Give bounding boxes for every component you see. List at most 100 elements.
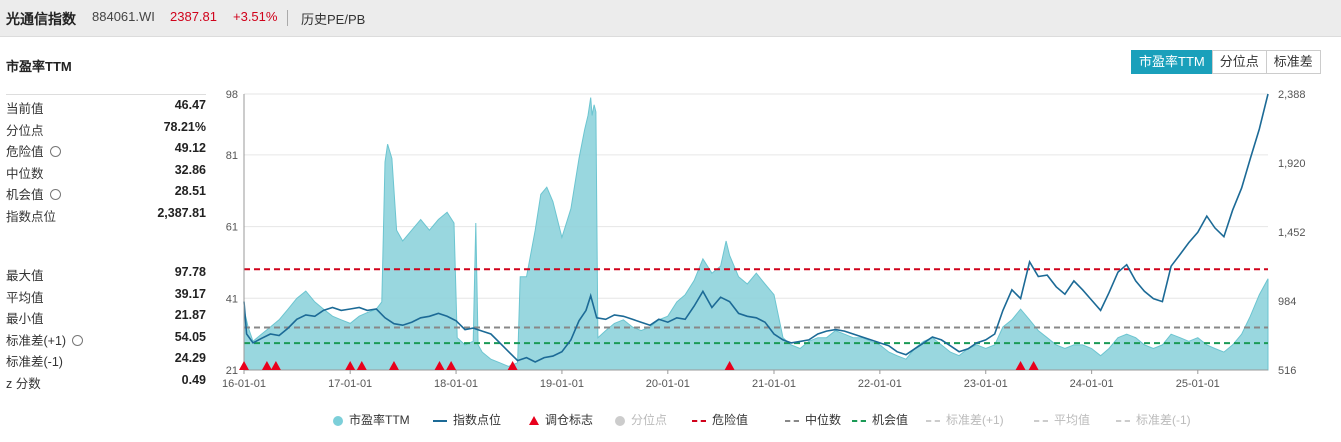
legend-dash-symbol xyxy=(852,419,866,422)
stat-row-min: 最小值 21.87 xyxy=(6,305,206,327)
stat-row-std-plus: 标准差(+1) 54.05 xyxy=(6,327,206,349)
rebalance-marker xyxy=(261,361,272,370)
stat-label: 当前值 xyxy=(6,102,44,116)
y-left-tick-label: 21 xyxy=(226,365,238,377)
legend-item[interactable]: 标准差(+1) xyxy=(926,411,1004,428)
rebalance-marker xyxy=(270,361,281,370)
stat-row-max: 最大值 97.78 xyxy=(6,262,206,284)
rebalance-marker xyxy=(446,361,457,370)
y-right-tick-label: 516 xyxy=(1278,365,1296,377)
legend-item[interactable]: 市盈率TTM xyxy=(333,411,410,428)
legend-item[interactable]: 指数点位 xyxy=(433,411,501,428)
stat-row-index-level: 指数点位 2,387.81 xyxy=(6,203,206,225)
legend-item[interactable]: 机会值 xyxy=(852,411,908,428)
x-tick-label: 16-01-01 xyxy=(222,378,266,390)
history-pe-pb-link[interactable]: 历史PE/PB xyxy=(301,12,366,27)
legend-item[interactable]: 标准差(-1) xyxy=(1116,411,1191,428)
gear-icon[interactable] xyxy=(49,189,61,200)
legend-label: 平均值 xyxy=(1054,413,1091,427)
stat-label: 平均值 xyxy=(6,290,44,305)
legend-dot-symbol xyxy=(615,415,625,426)
stat-value: 39.17 xyxy=(174,286,206,301)
legend-item[interactable]: 分位点 xyxy=(615,411,667,428)
stat-row-median: 中位数 32.86 xyxy=(6,160,206,182)
legend-label: 危险值 xyxy=(712,413,749,427)
stat-value: 78.21% xyxy=(163,119,206,134)
y-right-tick-label: 2,388 xyxy=(1278,89,1306,101)
stat-value: 21.87 xyxy=(174,308,206,322)
y-right-tick-label: 1,452 xyxy=(1278,227,1306,239)
rebalance-marker xyxy=(1028,361,1039,370)
legend-label: 机会值 xyxy=(872,413,909,427)
stat-row-mean: 平均值 39.17 xyxy=(6,284,206,306)
metric-tabs: 市盈率TTM 分位点 标准差 xyxy=(1131,50,1321,74)
index-change: +3.51% xyxy=(233,9,278,24)
legend-dash-symbol xyxy=(785,419,799,422)
stat-label: 指数点位 xyxy=(6,209,57,224)
tab-std-dev[interactable]: 标准差 xyxy=(1265,50,1321,74)
legend-item[interactable]: 调仓标志 xyxy=(529,411,593,428)
legend-label: 市盈率TTM xyxy=(349,413,410,427)
header-divider xyxy=(287,10,288,26)
rebalance-marker xyxy=(239,361,249,370)
y-right-tick-label: 984 xyxy=(1278,296,1296,308)
legend-label: 标准差(+1) xyxy=(946,413,1004,427)
stat-row-danger: 危险值 49.12 xyxy=(6,138,206,160)
y-right-tick-label: 1,920 xyxy=(1278,158,1306,170)
stat-label: 分位点 xyxy=(6,123,44,138)
rebalance-marker xyxy=(724,361,735,370)
header-bar: 光通信指数 884061.WI 2387.81 +3.51% 历史PE/PB xyxy=(0,0,1341,37)
stat-row-z-score: z 分数 0.49 xyxy=(6,370,206,392)
x-tick-label: 20-01-01 xyxy=(646,378,690,390)
legend-dash-symbol xyxy=(926,419,940,422)
stat-label: 标准差(+1) xyxy=(6,330,84,349)
legend-label: 标准差(-1) xyxy=(1136,413,1191,427)
legend-dash-symbol xyxy=(1034,419,1048,422)
rebalance-marker xyxy=(434,361,445,370)
rebalance-marker xyxy=(345,361,356,370)
stat-label: 标准差(-1) xyxy=(6,355,63,369)
legend-label: 中位数 xyxy=(805,413,842,427)
stat-row-percentile: 分位点 78.21% xyxy=(6,117,206,139)
legend-item[interactable]: 平均值 xyxy=(1034,411,1090,428)
tab-pe-ttm[interactable]: 市盈率TTM xyxy=(1131,50,1213,74)
stat-label: 最小值 xyxy=(6,312,44,326)
stat-value: 49.12 xyxy=(174,141,206,155)
gear-icon[interactable] xyxy=(49,146,61,157)
legend-item[interactable]: 中位数 xyxy=(785,411,841,428)
stat-label: z 分数 xyxy=(6,376,41,391)
tab-percentile[interactable]: 分位点 xyxy=(1211,50,1267,74)
legend-dash-symbol xyxy=(692,419,706,422)
index-name: 光通信指数 xyxy=(6,11,76,27)
y-left-tick-label: 98 xyxy=(226,89,238,101)
y-left-tick-label: 41 xyxy=(226,293,238,305)
x-tick-label: 21-01-01 xyxy=(752,378,796,390)
legend-dot-symbol xyxy=(333,415,343,426)
x-tick-label: 23-01-01 xyxy=(964,378,1008,390)
legend-dash-symbol xyxy=(1116,419,1130,422)
x-tick-label: 17-01-01 xyxy=(328,378,372,390)
legend-label: 指数点位 xyxy=(453,413,502,427)
stat-row-std-minus: 标准差(-1) 24.29 xyxy=(6,348,206,370)
stat-value: 24.29 xyxy=(174,351,206,365)
stat-value: 46.47 xyxy=(174,98,206,112)
x-tick-label: 25-01-01 xyxy=(1176,378,1220,390)
legend-item[interactable]: 危险值 xyxy=(692,411,748,428)
rebalance-marker xyxy=(1015,361,1026,370)
rebalance-marker xyxy=(388,361,399,370)
stat-row-opportunity: 机会值 28.51 xyxy=(6,181,206,203)
stat-row-current: 当前值 46.47 xyxy=(6,95,206,117)
gear-icon[interactable] xyxy=(72,334,84,346)
legend-triangle-symbol xyxy=(529,416,539,426)
y-left-tick-label: 61 xyxy=(226,222,238,234)
index-price: 2387.81 xyxy=(170,9,217,24)
stat-value: 54.05 xyxy=(174,329,206,344)
stat-label: 机会值 xyxy=(6,184,61,203)
stats-panel-current: 当前值 46.47 分位点 78.21% 危险值 49.12 中位数 32.86 机会值… xyxy=(6,94,206,224)
rebalance-marker xyxy=(507,361,518,370)
stat-value: 2,387.81 xyxy=(157,205,206,220)
legend-label: 调仓标志 xyxy=(545,413,594,427)
section-title: 市盈率TTM xyxy=(6,59,72,74)
index-code: 884061.WI xyxy=(92,9,155,24)
